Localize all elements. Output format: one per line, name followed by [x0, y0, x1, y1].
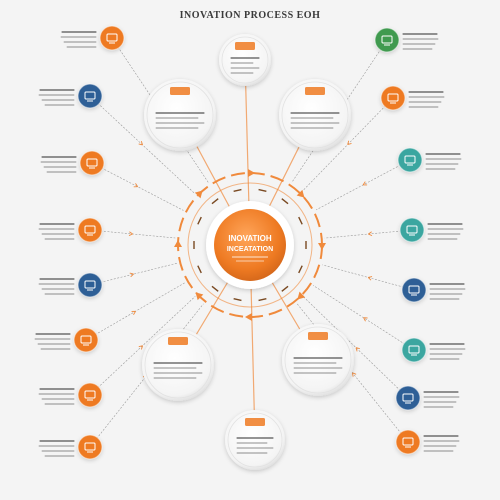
process-node[interactable]	[77, 382, 103, 408]
arrow-icon	[352, 372, 357, 377]
inner-bubble	[279, 79, 351, 151]
monitor-icon	[402, 393, 414, 404]
pencil-icon	[402, 437, 414, 448]
tablet-icon	[387, 93, 399, 104]
node-caption	[38, 89, 75, 106]
process-node[interactable]	[77, 272, 103, 298]
process-node[interactable]	[73, 327, 99, 353]
laptop-icon	[84, 280, 96, 291]
process-node[interactable]	[77, 217, 103, 243]
arrow-icon	[138, 141, 143, 146]
node-caption	[427, 223, 464, 240]
connector-line	[111, 37, 209, 183]
cycle-arrow-icon	[318, 243, 326, 250]
node-caption	[408, 91, 445, 108]
clipboard-icon	[84, 225, 96, 236]
arrow-icon	[362, 181, 368, 186]
inner-bubble	[144, 79, 216, 151]
inner-bubble	[219, 34, 271, 86]
connector-line	[303, 296, 409, 399]
hub-title: INOVATIOH	[228, 234, 271, 243]
node-caption	[38, 440, 75, 457]
process-node[interactable]	[374, 27, 400, 53]
phone-icon	[408, 345, 420, 356]
node-caption	[423, 435, 460, 452]
process-node[interactable]	[380, 85, 406, 111]
process-node[interactable]	[401, 337, 427, 363]
document-icon	[168, 337, 188, 345]
laptop-icon	[408, 285, 420, 296]
process-node[interactable]	[395, 429, 421, 455]
lamp-icon	[170, 87, 190, 95]
node-caption	[402, 33, 439, 50]
process-cycle-ring	[174, 169, 326, 321]
process-node[interactable]	[397, 147, 423, 173]
node-caption	[40, 156, 77, 173]
chart-icon	[245, 418, 265, 426]
central-hub: INOVATIOH INCEATATION	[206, 201, 294, 289]
arrow-icon	[368, 231, 373, 237]
node-caption	[423, 391, 460, 408]
node-caption	[429, 343, 466, 360]
mobile-icon	[381, 35, 393, 46]
arrow-icon	[347, 140, 352, 146]
cycle-arrow-icon	[297, 291, 306, 300]
hub-subtitle: INCEATATION	[227, 246, 273, 253]
connector-line	[316, 159, 411, 211]
connector-line	[322, 264, 415, 291]
tablet-icon	[406, 225, 418, 236]
connector-line	[89, 262, 178, 286]
chair-icon	[106, 33, 118, 44]
book-icon	[235, 42, 255, 50]
arrow-icon	[129, 272, 134, 278]
monitor-icon	[84, 91, 96, 102]
page-title: INOVATION PROCESS EOH	[179, 10, 321, 21]
cycle-arrow-icon	[296, 189, 305, 198]
pencil-icon	[84, 390, 96, 401]
cycle-arrow-icon	[248, 169, 255, 177]
cycle-arrow-icon	[174, 240, 182, 247]
node-caption	[34, 333, 71, 350]
inner-bubble	[282, 324, 354, 396]
inner-bubble	[225, 410, 285, 470]
node-caption	[38, 388, 75, 405]
cycle-arrow-icon	[245, 313, 252, 321]
arrow-icon	[363, 317, 368, 322]
node-caption	[60, 31, 97, 48]
laptop-icon	[404, 155, 416, 166]
connector-line	[302, 97, 394, 192]
connector-line	[91, 162, 184, 211]
node-caption	[429, 283, 466, 300]
arrow-icon	[131, 310, 136, 315]
arrow-icon	[133, 183, 139, 188]
node-caption	[425, 153, 462, 170]
node-caption	[38, 278, 75, 295]
arrow-icon	[355, 347, 360, 352]
arrow-icon	[128, 231, 133, 236]
process-node[interactable]	[99, 25, 125, 51]
cycle-arrow-icon	[194, 190, 203, 199]
hand-icon	[308, 332, 328, 340]
process-node[interactable]	[79, 150, 105, 176]
cycle-arrow-icon	[195, 292, 204, 301]
arrow-icon	[367, 276, 373, 281]
document-icon	[86, 158, 98, 169]
process-node[interactable]	[399, 217, 425, 243]
node-caption	[38, 223, 75, 240]
process-node[interactable]	[77, 434, 103, 460]
monitor-icon	[80, 335, 92, 346]
process-node[interactable]	[77, 83, 103, 109]
chart-icon	[305, 87, 325, 95]
connector-line	[89, 296, 196, 396]
mug-icon	[84, 442, 96, 453]
process-node[interactable]	[401, 277, 427, 303]
arrow-icon	[138, 345, 144, 350]
inner-bubble	[142, 329, 214, 401]
connector-line	[89, 229, 176, 239]
process-node[interactable]	[395, 385, 421, 411]
